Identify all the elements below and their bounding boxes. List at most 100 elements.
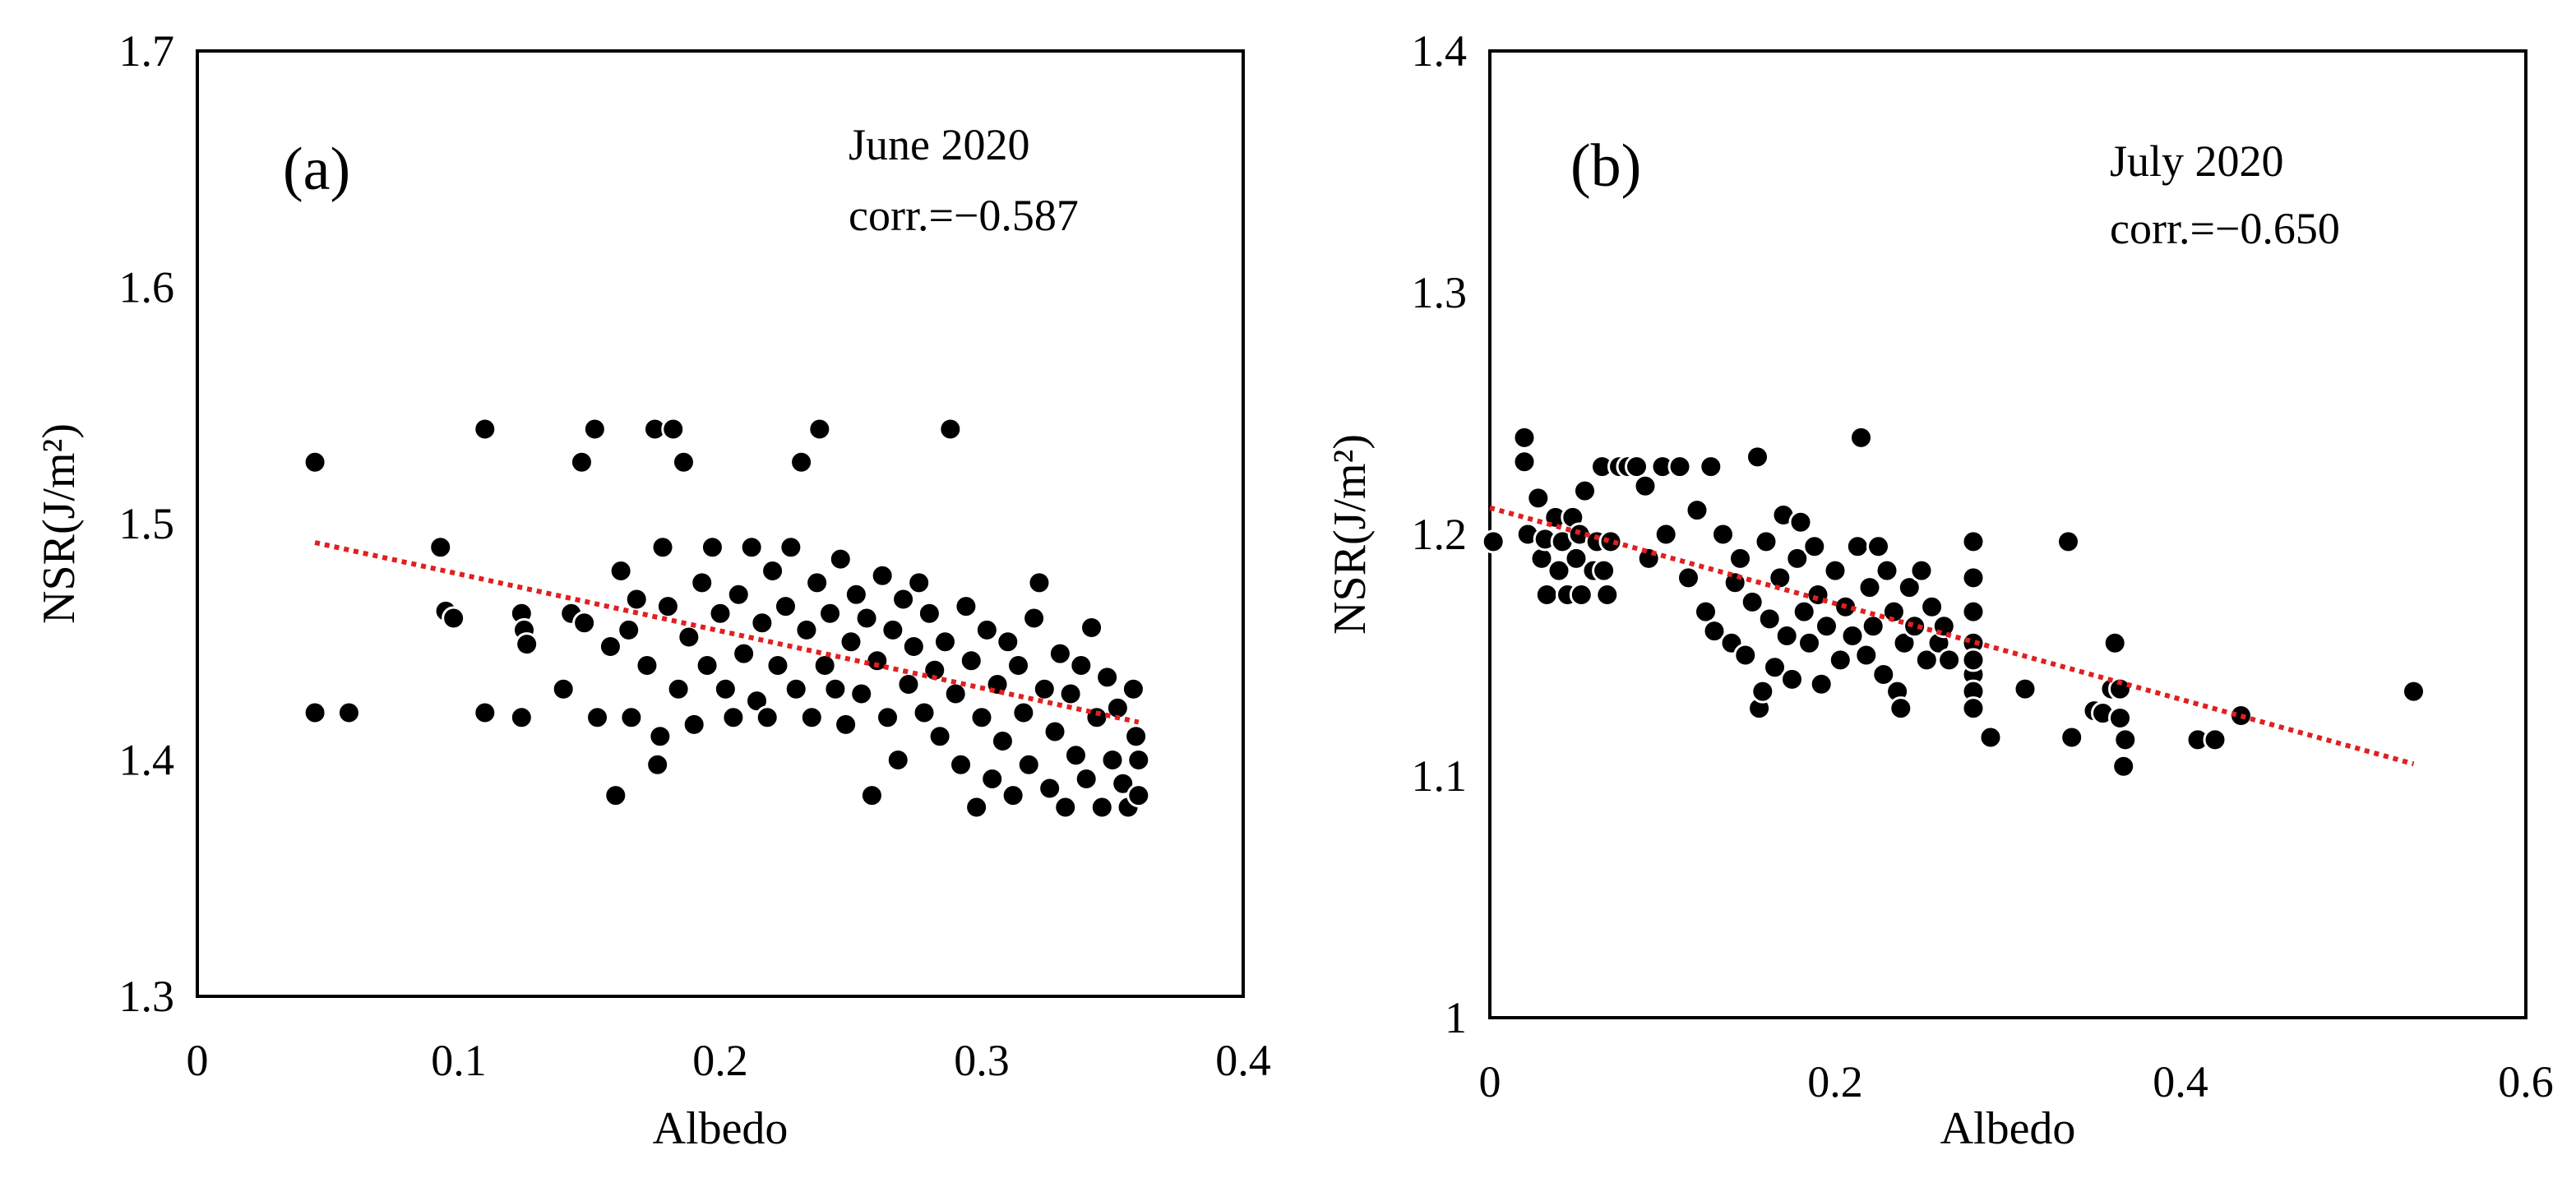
data-point (1095, 665, 1120, 690)
data-point (1854, 643, 1879, 668)
data-point (635, 654, 659, 677)
data-point (428, 535, 453, 560)
y-tick-label: 1 (1445, 993, 1467, 1042)
chart-july-2020: 0 0.2 0.4 0.6 1 1.1 1.2 1.3 1.4 (b) July 2020 c… (1325, 26, 2554, 1154)
data-point (1038, 776, 1062, 801)
trendline (1489, 505, 2415, 767)
data-point (1857, 575, 1882, 600)
data-point (823, 677, 848, 701)
data-point (745, 689, 770, 714)
data-point (828, 547, 853, 571)
data-point (1768, 566, 1792, 590)
data-point (1625, 455, 1649, 479)
data-point (1866, 534, 1890, 559)
data-point (1526, 486, 1551, 510)
data-point (974, 617, 999, 642)
data-point (1754, 529, 1778, 554)
data-point (805, 571, 830, 595)
data-point (927, 724, 952, 749)
data-point (1592, 558, 1616, 583)
data-point (1006, 654, 1031, 677)
x-axis-title: Albedo (653, 1103, 789, 1154)
data-point (650, 535, 675, 560)
data-point (1032, 677, 1057, 701)
data-point (1089, 795, 1114, 820)
data-point (807, 417, 832, 441)
data-point (1757, 607, 1782, 631)
data-point (1126, 748, 1151, 772)
data-point (784, 677, 808, 701)
data-point (582, 417, 607, 441)
data-point (1653, 522, 1678, 547)
data-point (739, 535, 764, 560)
y-tick-label: 1.7 (119, 26, 175, 76)
data-point (954, 594, 978, 619)
x-axis-title: Albedo (1940, 1103, 2076, 1154)
y-tick-label: 1.6 (119, 263, 175, 312)
data-point (473, 700, 497, 725)
data-point (996, 630, 1020, 654)
chart-title: June 2020 (849, 120, 1029, 169)
x-tick-label: 0.1 (431, 1036, 487, 1085)
data-point (442, 606, 466, 631)
y-tick-label: 1.3 (1412, 268, 1468, 317)
data-point (1111, 771, 1135, 796)
data-point (1889, 696, 1913, 721)
data-point (1861, 614, 1885, 639)
data-point (2060, 725, 2084, 750)
data-point (1126, 783, 1151, 808)
data-point (700, 535, 724, 560)
data-point (1058, 681, 1083, 706)
data-point (1667, 455, 1692, 479)
data-point (1740, 589, 1764, 614)
data-point (2013, 677, 2037, 701)
data-point (901, 635, 926, 658)
data-point (870, 563, 895, 588)
data-point (812, 654, 837, 677)
x-tick-label: 0.4 (2153, 1057, 2208, 1106)
x-tick-label: 0.3 (954, 1036, 1010, 1085)
panel-label: (b) (1570, 132, 1641, 200)
data-point (671, 450, 696, 474)
data-point (2108, 705, 2132, 730)
data-point (1961, 696, 1986, 721)
data-point (881, 617, 905, 642)
data-point (969, 705, 994, 730)
data-point (1892, 631, 1917, 655)
data-point (1636, 546, 1661, 571)
data-point (1903, 614, 1927, 639)
data-point (794, 617, 819, 642)
data-point (990, 729, 1015, 753)
data-point (917, 601, 941, 626)
data-point (750, 611, 775, 635)
data-point (677, 625, 701, 649)
data-point (1043, 719, 1067, 744)
data-point (1512, 425, 1537, 450)
data-point (617, 617, 641, 642)
x-tick-label: 0.2 (692, 1036, 748, 1085)
y-tick-label: 1.2 (1412, 510, 1468, 559)
data-point (1694, 599, 1718, 624)
data-point (2056, 529, 2080, 554)
x-tick-labels: 0 0.2 0.4 0.6 (1479, 1057, 2554, 1106)
data-point (849, 681, 874, 706)
data-point (303, 700, 327, 725)
data-point (336, 700, 361, 725)
data-point (695, 654, 719, 677)
data-point (932, 630, 957, 654)
data-point (1788, 510, 1813, 534)
data-point (721, 705, 746, 730)
y-tick-label: 1.3 (119, 972, 175, 1021)
data-point (1897, 575, 1922, 600)
data-point (761, 559, 785, 583)
data-point (923, 658, 947, 682)
data-point (1124, 724, 1149, 749)
data-point (1569, 583, 1593, 607)
data-point (834, 712, 858, 737)
data-point (682, 712, 706, 737)
data-point (1881, 599, 1906, 624)
data-point (1728, 546, 1752, 571)
data-point (1016, 752, 1041, 777)
data-point (1733, 643, 1758, 668)
